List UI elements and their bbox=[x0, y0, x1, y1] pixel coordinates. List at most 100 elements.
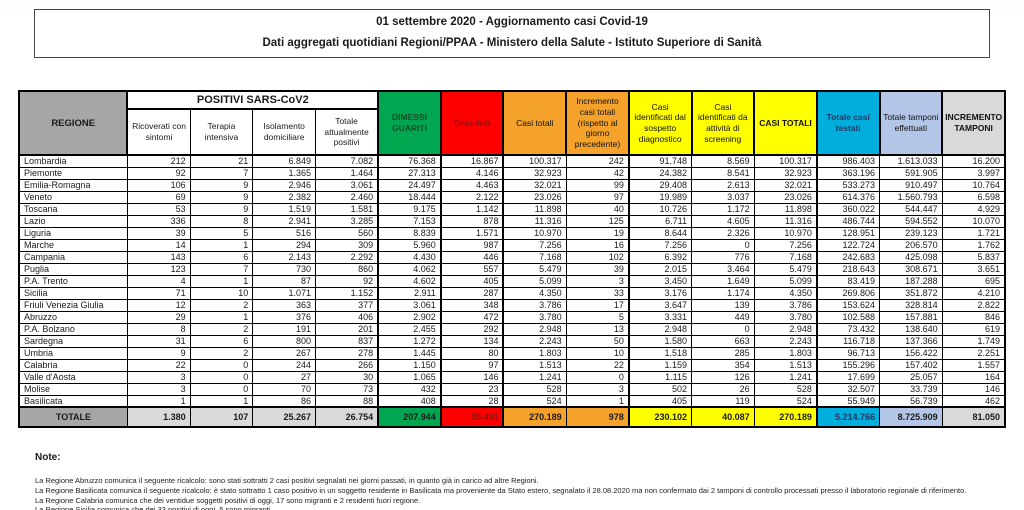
column-header-screening: Casi identificati da attività di screeni… bbox=[690, 90, 756, 156]
value-cell: 2.941 bbox=[252, 214, 316, 228]
value-cell: 1.115 bbox=[628, 370, 692, 384]
value-cell: 524 bbox=[502, 394, 567, 408]
total-label-cell: TOTALE bbox=[18, 406, 128, 428]
value-cell: 17 bbox=[565, 298, 630, 312]
region-cell: Marche bbox=[18, 238, 128, 252]
value-cell: 1.150 bbox=[377, 358, 442, 372]
value-cell: 3.786 bbox=[502, 298, 567, 312]
region-cell: Molise bbox=[18, 382, 128, 396]
value-cell: 446 bbox=[440, 250, 505, 264]
column-header-isolamento: Isolamento domiciliare bbox=[252, 108, 316, 156]
table-row: Lazio 336 8 2.941 3.285 7.153 878 11.316 125 6.71… bbox=[18, 214, 1006, 228]
value-cell: 3.997 bbox=[941, 166, 1006, 180]
value-cell: 3.176 bbox=[628, 286, 692, 300]
value-cell: 1.749 bbox=[941, 334, 1006, 348]
value-cell: 987 bbox=[440, 238, 505, 252]
table-row: Valle d'Aosta 3 0 27 30 1.065 146 1.241 0 1.115 12… bbox=[18, 370, 1006, 384]
value-cell: 1.581 bbox=[314, 202, 380, 216]
value-cell: 0 bbox=[189, 382, 254, 396]
value-cell: 6.392 bbox=[628, 250, 692, 264]
value-cell: 1.762 bbox=[941, 238, 1006, 252]
value-cell: 102 bbox=[565, 250, 630, 264]
value-cell: 53 bbox=[126, 202, 191, 216]
value-cell: 348 bbox=[440, 298, 505, 312]
value-cell: 294 bbox=[252, 238, 316, 252]
value-cell: 1.649 bbox=[691, 274, 755, 288]
value-cell: 39 bbox=[565, 262, 630, 276]
value-cell: 1.065 bbox=[377, 370, 442, 384]
value-cell: 449 bbox=[691, 310, 755, 324]
value-cell: 10.070 bbox=[941, 214, 1006, 228]
region-cell: Calabria bbox=[18, 358, 128, 372]
value-cell: 1.241 bbox=[502, 370, 567, 384]
value-cell: 1.464 bbox=[314, 166, 380, 180]
value-cell: 32.923 bbox=[753, 166, 818, 180]
value-cell: 4 bbox=[126, 274, 191, 288]
value-cell: 5.960 bbox=[377, 238, 442, 252]
value-cell: 1.142 bbox=[440, 202, 505, 216]
value-cell: 2.911 bbox=[377, 286, 442, 300]
value-cell: 146 bbox=[941, 382, 1006, 396]
value-cell: 1.172 bbox=[691, 202, 755, 216]
value-cell: 27 bbox=[252, 370, 316, 384]
table-row: Basilicata 1 1 86 88 408 28 524 1 405 119 524 55.949… bbox=[18, 394, 1006, 408]
value-cell: 128.951 bbox=[816, 226, 881, 240]
value-cell: 287 bbox=[440, 286, 505, 300]
value-cell: 10.970 bbox=[502, 226, 567, 240]
value-cell: 10 bbox=[189, 286, 254, 300]
value-cell: 100.317 bbox=[502, 154, 567, 168]
value-cell: 33 bbox=[565, 286, 630, 300]
column-header-incremento-casi: Incremento casi totali (rispetto al gior… bbox=[565, 90, 630, 156]
value-cell: 472 bbox=[440, 310, 505, 324]
region-cell: Valle d'Aosta bbox=[18, 370, 128, 384]
value-cell: 125 bbox=[565, 214, 630, 228]
value-cell: 6.849 bbox=[252, 154, 316, 168]
value-cell: 2.143 bbox=[252, 250, 316, 264]
value-cell: 83.419 bbox=[816, 274, 881, 288]
value-cell: 23.026 bbox=[753, 190, 818, 204]
value-cell: 206.570 bbox=[879, 238, 943, 252]
value-cell: 40 bbox=[565, 202, 630, 216]
value-cell: 17.699 bbox=[816, 370, 881, 384]
value-cell: 2.948 bbox=[753, 322, 818, 336]
value-cell: 138.640 bbox=[879, 322, 943, 336]
value-cell: 3.464 bbox=[691, 262, 755, 276]
value-cell: 2.243 bbox=[502, 334, 567, 348]
value-cell: 42 bbox=[565, 166, 630, 180]
value-cell: 1 bbox=[189, 238, 254, 252]
value-cell: 102.588 bbox=[816, 310, 881, 324]
value-cell: 528 bbox=[502, 382, 567, 396]
column-header-dimessi-guariti: DIMESSI GUARITI bbox=[377, 90, 442, 156]
total-value-cell: 978 bbox=[565, 406, 630, 428]
value-cell: 432 bbox=[377, 382, 442, 396]
value-cell: 119 bbox=[691, 394, 755, 408]
value-cell: 8.839 bbox=[377, 226, 442, 240]
value-cell: 3.037 bbox=[691, 190, 755, 204]
value-cell: 4.602 bbox=[377, 274, 442, 288]
value-cell: 376 bbox=[252, 310, 316, 324]
value-cell: 56.739 bbox=[879, 394, 943, 408]
value-cell: 24.497 bbox=[377, 178, 442, 192]
value-cell: 30 bbox=[314, 370, 380, 384]
value-cell: 24.382 bbox=[628, 166, 692, 180]
value-cell: 28 bbox=[440, 394, 505, 408]
value-cell: 267 bbox=[252, 346, 316, 360]
value-cell: 87 bbox=[252, 274, 316, 288]
value-cell: 27.313 bbox=[377, 166, 442, 180]
value-cell: 1.580 bbox=[628, 334, 692, 348]
region-cell: Sardegna bbox=[18, 334, 128, 348]
value-cell: 1.557 bbox=[941, 358, 1006, 372]
value-cell: 11.316 bbox=[753, 214, 818, 228]
table-row: Toscana 53 9 1.519 1.581 9.175 1.142 11.898 40 10… bbox=[18, 202, 1006, 216]
value-cell: 5.479 bbox=[753, 262, 818, 276]
value-cell: 33.739 bbox=[879, 382, 943, 396]
value-cell: 153.624 bbox=[816, 298, 881, 312]
value-cell: 354 bbox=[691, 358, 755, 372]
value-cell: 191 bbox=[252, 322, 316, 336]
value-cell: 2 bbox=[189, 346, 254, 360]
value-cell: 1.241 bbox=[753, 370, 818, 384]
value-cell: 29 bbox=[126, 310, 191, 324]
value-cell: 92 bbox=[126, 166, 191, 180]
value-cell: 1.513 bbox=[753, 358, 818, 372]
value-cell: 910.497 bbox=[879, 178, 943, 192]
